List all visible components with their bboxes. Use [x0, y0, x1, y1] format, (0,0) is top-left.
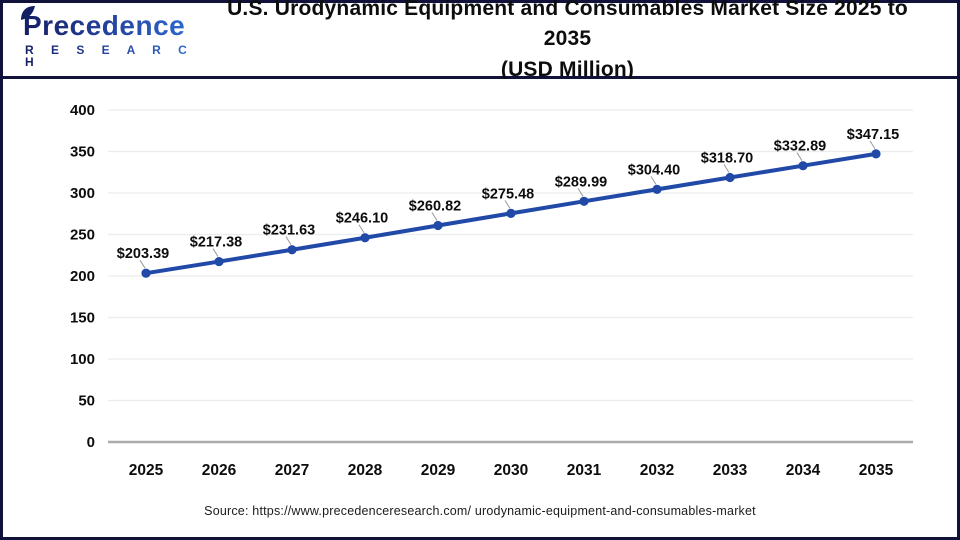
x-axis-tick-label: 2032 [640, 462, 674, 479]
data-point-marker [360, 233, 370, 243]
data-point-marker [506, 208, 516, 218]
market-size-line-chart: 0 50 100 150 200 250 300 350 400 2025 2026 2027 2028… [70, 102, 913, 479]
label-leader-line [796, 152, 803, 161]
data-point-label: $260.82 [409, 199, 461, 215]
source-citation: Source: https://www.precedenceresearch.c… [204, 504, 756, 518]
logo-brand-text: Precedence [23, 11, 202, 40]
label-leader-line [650, 176, 657, 185]
x-axis-tick-label: 2030 [494, 462, 528, 479]
logo-sub-text: R E S E A R C H [23, 44, 202, 68]
data-point-marker [798, 161, 808, 171]
y-axis-tick-label: 0 [87, 434, 95, 451]
chart-title: U.S. Urodynamic Equipment and Consumable… [202, 0, 943, 85]
label-leader-line [139, 259, 146, 269]
data-point-label: $332.89 [774, 139, 826, 155]
data-point-marker [652, 184, 662, 194]
x-axis-tick-label: 2035 [859, 462, 894, 479]
chart-title-line2: (USD Million) [500, 57, 635, 81]
x-axis-tick-label: 2028 [348, 462, 383, 479]
chart-title-line1: U.S. Urodynamic Equipment and Consumable… [227, 0, 908, 51]
y-axis-tick-label: 300 [70, 185, 95, 202]
x-axis-tick-label: 2031 [567, 462, 602, 479]
label-leader-line [723, 164, 730, 173]
precedence-research-logo: Precedence R E S E A R C H [17, 5, 202, 68]
data-point-marker [579, 196, 589, 206]
y-axis-tick-label: 250 [70, 227, 95, 244]
data-point-label: $203.39 [117, 246, 169, 262]
label-leader-line [504, 200, 511, 209]
x-axis-tick-label: 2033 [713, 462, 748, 479]
y-axis-tick-label: 100 [70, 351, 95, 368]
x-axis-tick-label: 2027 [275, 462, 309, 479]
header: Precedence R E S E A R C H U.S. Urodynam… [3, 0, 957, 81]
data-point-label: $304.40 [628, 162, 680, 178]
x-axis-tick-label: 2025 [129, 462, 164, 479]
y-axis-tick-label: 350 [70, 144, 95, 161]
logo-leaf-icon [21, 5, 35, 20]
data-point-label: $275.48 [482, 186, 534, 202]
x-axis-tick-label: 2029 [421, 462, 456, 479]
data-point-label: $318.70 [701, 150, 753, 166]
y-axis-tick-label: 150 [70, 310, 95, 327]
label-leader-line [431, 212, 438, 221]
footer: Source: https://www.precedenceresearch.c… [3, 501, 957, 537]
x-axis-tick-label: 2026 [202, 462, 237, 479]
chart-area: 0 50 100 150 200 250 300 350 400 2025 2026 2027 2028… [3, 79, 957, 501]
y-axis-tick-label: 400 [70, 102, 95, 119]
y-axis-tick-label: 50 [78, 393, 95, 410]
data-point-label: $217.38 [190, 235, 242, 251]
label-leader-line [577, 188, 584, 197]
y-axis-tick-label: 200 [70, 268, 95, 285]
data-point-marker [141, 268, 151, 278]
data-point-label: $246.10 [336, 211, 388, 227]
label-leader-line [358, 224, 365, 234]
data-point-marker [214, 256, 224, 267]
data-point-marker [725, 172, 735, 183]
data-point-marker [433, 220, 443, 231]
label-leader-line [285, 236, 292, 246]
data-point-label: $231.63 [263, 223, 315, 239]
x-axis-tick-label: 2034 [786, 462, 821, 479]
data-point-label: $347.15 [847, 127, 899, 143]
data-point-marker [287, 245, 297, 255]
data-point-marker [871, 149, 881, 159]
label-leader-line [869, 140, 876, 150]
data-point-label: $289.99 [555, 174, 607, 190]
label-leader-line [212, 248, 219, 257]
